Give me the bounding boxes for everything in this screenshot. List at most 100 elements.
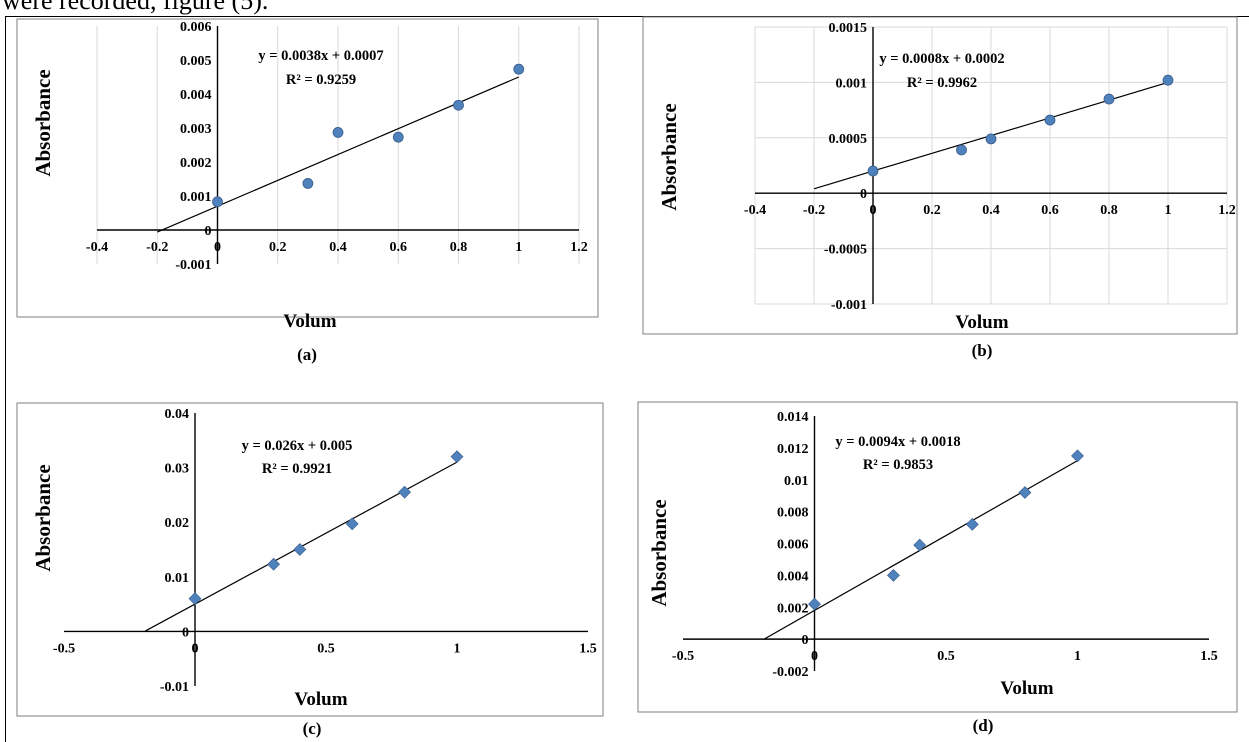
trendline-equation: y = 0.026x + 0.005 — [242, 438, 353, 454]
x-tick-label: 0.5 — [317, 641, 335, 656]
x-tick-label: -0.4 — [86, 240, 108, 255]
y-tick-label: -0.01 — [160, 680, 189, 695]
y-tick-label: 0 — [205, 224, 212, 239]
x-tick-label: -0.5 — [672, 649, 694, 664]
data-point — [867, 165, 879, 177]
data-point — [956, 144, 967, 156]
y-tick-label: -0.002 — [772, 665, 808, 680]
x-tick-label: 1.5 — [1200, 649, 1218, 664]
y-axis-title: Absorbance — [647, 499, 671, 606]
data-point — [886, 568, 900, 582]
x-tick-label: 0.4 — [329, 240, 347, 255]
panel-caption: (a) — [297, 345, 317, 364]
x-tick-label: 1.2 — [570, 240, 588, 255]
data-point — [188, 592, 202, 606]
y-tick-label: -0.001 — [831, 298, 867, 313]
x-tick-label: 1.2 — [1218, 203, 1236, 218]
panel-caption: (c) — [303, 719, 322, 738]
y-tick-label: 0.003 — [180, 122, 212, 137]
data-point — [1162, 74, 1174, 86]
r-squared-label: R² = 0.9962 — [907, 75, 977, 91]
chart-frame — [16, 402, 604, 717]
y-tick-label: 0.002 — [180, 156, 212, 171]
x-tick-label: 0 — [870, 203, 877, 218]
chart-panel-c: -0.5 0 0.5 1 1.5 -0.01 0 0.01 0.02 0.03 0.04 y = 0.… — [16, 402, 604, 738]
x-axis-title: Volum — [1000, 678, 1053, 699]
data-point — [293, 543, 307, 556]
y-tick-label: 0 — [182, 625, 189, 640]
x-axis-title: Volum — [294, 689, 347, 710]
y-tick-label: 0.03 — [165, 462, 190, 477]
trendline-equation: y = 0.0038x + 0.0007 — [258, 48, 383, 64]
x-tick-label: 0.6 — [1041, 203, 1059, 218]
r-squared-label: R² = 0.9853 — [863, 457, 933, 473]
x-tick-label: -0.4 — [744, 203, 766, 218]
trendline-equation: y = 0.0094x + 0.0018 — [835, 434, 960, 450]
y-axis-title: Absorbance — [31, 464, 55, 571]
x-tick-label: 0.4 — [982, 203, 1000, 218]
y-tick-label: 0.001 — [180, 190, 212, 205]
y-tick-label: -0.0005 — [824, 243, 867, 258]
figure-border-left — [5, 16, 6, 742]
data-point — [345, 517, 359, 531]
chart-panel-b: -0.4 -0.2 0 0.2 0.4 0.6 0.8 1 1.2 -0.001 -0.0005 0 0… — [642, 16, 1238, 360]
chart-frame — [642, 16, 1238, 335]
data-point — [302, 178, 314, 189]
y-tick-label: 0.0015 — [829, 21, 868, 36]
trendline-equation: y = 0.0008x + 0.0002 — [879, 51, 1004, 67]
panel-caption: (b) — [972, 341, 993, 360]
chart-frame — [637, 401, 1238, 713]
data-point — [965, 517, 979, 531]
panel-caption: (d) — [973, 716, 994, 735]
data-point — [392, 131, 404, 143]
y-axis-title: Absorbance — [31, 69, 55, 176]
y-tick-label: 0.04 — [165, 407, 190, 422]
x-tick-label: 0.6 — [390, 240, 408, 255]
x-tick-label: 0.2 — [923, 203, 941, 218]
x-axis-title: Volum — [955, 312, 1008, 333]
y-axis-title: Absorbance — [657, 103, 681, 210]
data-point — [398, 485, 412, 499]
y-tick-label: 0 — [860, 187, 867, 202]
data-point — [985, 133, 997, 145]
y-tick-label: 0.012 — [777, 442, 809, 457]
x-tick-label: -0.5 — [53, 641, 75, 656]
data-point — [513, 63, 525, 75]
x-tick-label: 0 — [811, 649, 818, 664]
x-tick-label: 0.2 — [269, 240, 287, 255]
y-tick-label: -0.001 — [175, 258, 211, 273]
data-point — [1103, 93, 1115, 105]
x-tick-label: 1 — [454, 641, 461, 656]
x-tick-label: 0.8 — [1100, 203, 1118, 218]
y-tick-label: 0.0005 — [829, 132, 868, 147]
x-tick-label: -0.2 — [803, 203, 825, 218]
data-point — [808, 597, 821, 611]
y-tick-label: 0.006 — [777, 538, 809, 553]
y-tick-label: 0.01 — [784, 474, 809, 489]
x-tick-label: 0.5 — [937, 649, 955, 664]
x-axis-title: Volum — [283, 311, 336, 332]
data-point — [453, 99, 464, 111]
x-tick-label: -0.2 — [146, 240, 168, 255]
y-tick-label: 0 — [802, 633, 809, 648]
data-point — [1018, 486, 1032, 499]
x-tick-label: 0 — [192, 641, 199, 656]
y-tick-label: 0.014 — [777, 410, 809, 425]
y-tick-label: 0.004 — [180, 88, 212, 103]
chart-panel-a: -0.4 -0.2 0 0.2 0.4 0.6 0.8 1 1.2-0.00100.0010.0… — [16, 18, 599, 364]
x-tick-label: 1 — [1074, 649, 1081, 664]
page-caption-text: were recorded, figure (5). — [2, 0, 269, 15]
x-tick-label: 1 — [515, 240, 522, 255]
data-point — [332, 127, 344, 138]
y-tick-label: 0.002 — [777, 601, 809, 616]
y-tick-label: 0.004 — [777, 569, 809, 584]
data-point — [267, 557, 281, 571]
data-point — [450, 450, 464, 464]
chart-panel-d: -0.5 0 0.5 1 1.5-0.00200.0020.0040.0060.0080… — [637, 401, 1238, 735]
data-point — [212, 196, 223, 208]
x-tick-label: 0.8 — [450, 240, 468, 255]
data-point — [913, 538, 927, 552]
y-tick-label: 0.008 — [777, 506, 809, 521]
